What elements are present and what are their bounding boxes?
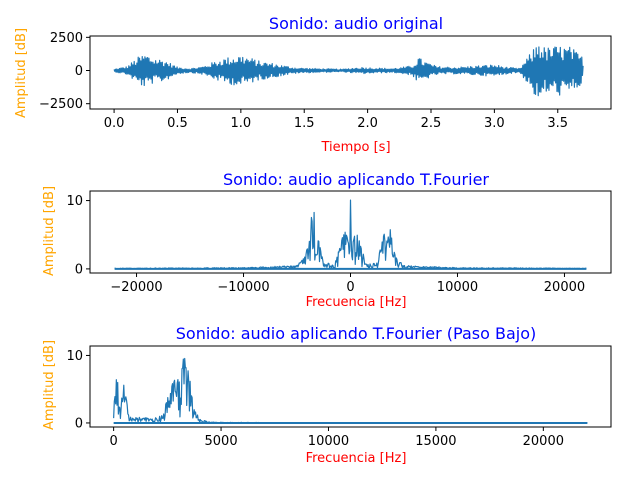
chart-3-xtick-label: 10000 xyxy=(308,434,349,449)
chart-1-xtick-label: 3.5 xyxy=(547,116,568,131)
chart-3-xtick-label: 15000 xyxy=(415,434,456,449)
chart-2-series-line xyxy=(114,199,587,270)
chart-2-xtick-label: −10000 xyxy=(217,280,269,295)
chart-3-plot-frame xyxy=(89,345,612,428)
chart-2: Sonido: audio aplicando T.Fourier Frecue… xyxy=(42,170,612,310)
chart-1-xtick-label: 0.0 xyxy=(104,116,125,131)
chart-1: Sonido: audio original Tiempo [s] Amplit… xyxy=(14,14,612,155)
chart-1-ytick-label: 2500 xyxy=(50,31,83,46)
chart-1-xtick-label: 3.0 xyxy=(484,116,505,131)
chart-1-xtick-label: 2.5 xyxy=(421,116,442,131)
chart-2-xtick-label: 20000 xyxy=(544,280,585,295)
chart-2-ytick-label: 0 xyxy=(75,262,83,277)
chart-3-ylabel: Amplitud [dB] xyxy=(42,340,57,430)
chart-2-xtick-label: −20000 xyxy=(110,280,162,295)
chart-1-title: Sonido: audio original xyxy=(269,14,443,33)
chart-2-ylabel: Amplitud [dB] xyxy=(42,186,57,276)
chart-3-xtick-label: 20000 xyxy=(523,434,564,449)
chart-1-xlabel: Tiempo [s] xyxy=(320,140,390,155)
chart-1-xtick-label: 2.0 xyxy=(357,116,378,131)
chart-2-xtick-label: 10000 xyxy=(437,280,478,295)
chart-2-xlabel: Frecuencia [Hz] xyxy=(306,295,407,310)
chart-3-series-line xyxy=(113,357,588,424)
chart-1-ytick-label: −2500 xyxy=(39,97,83,112)
chart-1-xtick-label: 1.0 xyxy=(231,116,252,131)
chart-2-ytick-label: 10 xyxy=(66,194,83,209)
chart-3-xlabel: Frecuencia [Hz] xyxy=(306,451,407,466)
chart-1-xtick-label: 1.5 xyxy=(294,116,315,131)
chart-1-ytick-label: 0 xyxy=(75,64,83,79)
chart-1-series-line xyxy=(113,46,584,97)
chart-3-xtick-label: 5000 xyxy=(205,434,238,449)
chart-3-ytick-label: 10 xyxy=(66,349,83,364)
chart-2-xtick-label: 0 xyxy=(346,280,354,295)
chart-1-xtick-label: 0.5 xyxy=(167,116,188,131)
chart-1-plot-frame xyxy=(89,35,612,110)
chart-2-title: Sonido: audio aplicando T.Fourier xyxy=(223,170,489,189)
chart-3-title: Sonido: audio aplicando T.Fourier (Paso … xyxy=(176,324,537,343)
chart-1-ylabel: Amplitud [dB] xyxy=(14,28,29,118)
chart-3-ytick-label: 0 xyxy=(75,416,83,431)
chart-3-xtick-label: 0 xyxy=(109,434,117,449)
chart-3: Sonido: audio aplicando T.Fourier (Paso … xyxy=(42,324,612,466)
